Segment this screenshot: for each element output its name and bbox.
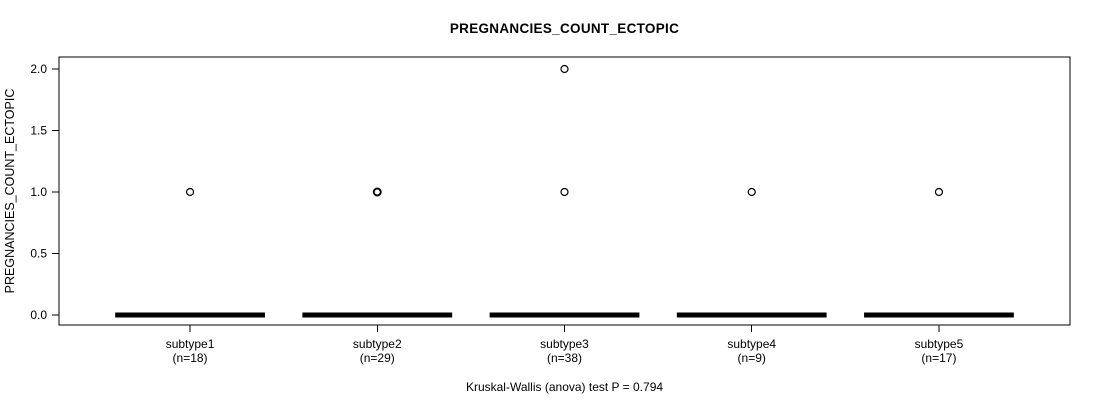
x-axis: subtype1(n=18) subtype2(n=29) subtype3(n=3…: [166, 325, 964, 365]
stat-test-label: Kruskal-Wallis (anova) test P = 0.794: [466, 380, 663, 394]
y-tick-label: 1.0: [30, 185, 47, 199]
y-tick-label: 0.0: [30, 308, 47, 322]
group-sublabel: (n=38): [547, 351, 582, 365]
outlier-point: [560, 64, 569, 74]
plot-frame: [58, 56, 1071, 326]
outlier-point: [185, 187, 195, 197]
group-label: subtype4: [727, 337, 776, 351]
group-sublabel: (n=9): [738, 351, 766, 365]
y-tick-label: 2.0: [30, 62, 47, 76]
group-sublabel: (n=29): [360, 351, 395, 365]
group-label: subtype2: [353, 337, 402, 351]
y-tick-label: 0.5: [30, 247, 47, 261]
group-sublabel: (n=17): [921, 351, 956, 365]
box-series: [115, 64, 1014, 318]
outlier-point: [934, 187, 944, 197]
y-axis-title: PREGNANCIES_COUNT_ECTOPIC: [3, 89, 17, 294]
y-axis: 0.0 0.5 1.0 1.5 2.0: [30, 62, 59, 322]
group-label: subtype3: [540, 337, 589, 351]
outlier-point: [560, 187, 569, 197]
outlier-point: [372, 187, 382, 197]
chart-title: PREGNANCIES_COUNT_ECTOPIC: [450, 21, 679, 36]
y-tick-label: 1.5: [30, 124, 47, 138]
group-label: subtype1: [166, 337, 215, 351]
group-sublabel: (n=18): [173, 351, 208, 365]
group-label: subtype5: [915, 337, 964, 351]
outlier-point: [747, 187, 756, 197]
